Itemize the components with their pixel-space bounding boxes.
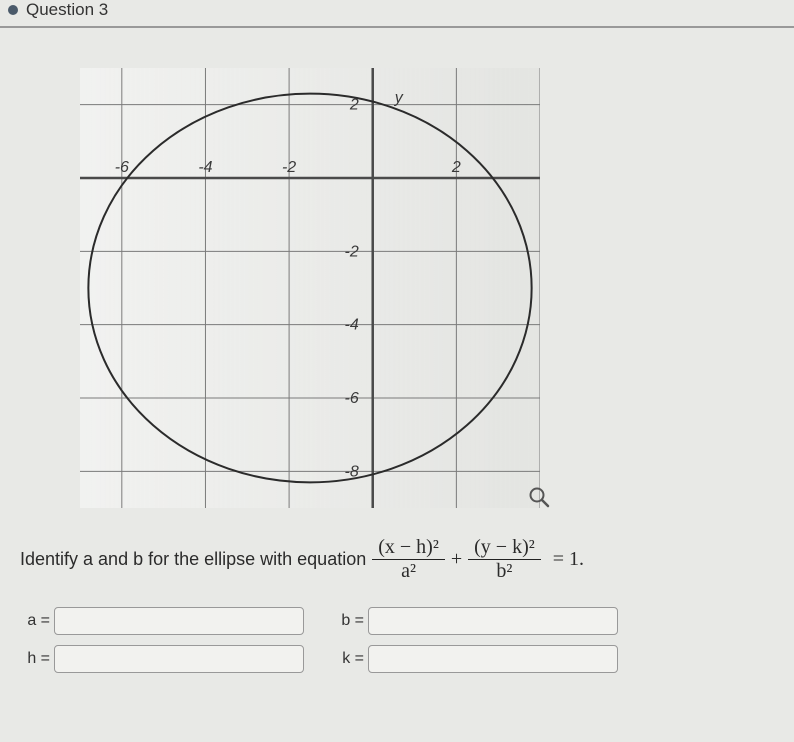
svg-text:-4: -4	[198, 159, 212, 176]
frac2-denominator: b²	[490, 560, 518, 583]
svg-text:y: y	[394, 90, 404, 107]
bullet-icon	[8, 5, 18, 15]
b-input[interactable]	[368, 607, 618, 635]
svg-text:-2: -2	[282, 159, 296, 176]
prompt-suffix: = 1.	[553, 548, 584, 571]
h-group: h =	[20, 645, 304, 673]
fraction-2: (y − k)² b²	[468, 536, 541, 583]
k-group: k =	[334, 645, 618, 673]
frac1-numerator: (x − h)²	[372, 536, 445, 560]
a-input[interactable]	[54, 607, 304, 635]
svg-text:2: 2	[349, 97, 359, 114]
frac1-denominator: a²	[395, 560, 422, 583]
svg-text:-6: -6	[115, 159, 129, 176]
svg-text:-6: -6	[344, 390, 358, 407]
graph-svg: -6-4-222-2-4-6-8y	[80, 68, 540, 508]
k-label: k =	[334, 650, 364, 668]
plus-sign: +	[451, 548, 462, 571]
input-row-2: h = k =	[20, 645, 774, 673]
a-label: a =	[20, 612, 50, 630]
prompt-prefix: Identify a and b for the ellipse with eq…	[20, 549, 366, 570]
question-header: Question 3	[0, 0, 794, 28]
frac2-numerator: (y − k)²	[468, 536, 541, 560]
chart-container: -6-4-222-2-4-6-8y	[0, 28, 794, 518]
a-group: a =	[20, 607, 304, 635]
fraction-1: (x − h)² a²	[372, 536, 445, 583]
b-label: b =	[334, 612, 364, 630]
h-label: h =	[20, 650, 50, 668]
svg-text:-4: -4	[344, 317, 358, 334]
magnify-icon[interactable]	[528, 486, 550, 513]
input-row-1: a = b =	[20, 607, 774, 635]
k-input[interactable]	[368, 645, 618, 673]
graph: -6-4-222-2-4-6-8y	[80, 68, 540, 508]
h-input[interactable]	[54, 645, 304, 673]
svg-text:-2: -2	[344, 243, 358, 260]
question-number: Question 3	[26, 0, 108, 20]
input-section: a = b = h = k =	[0, 607, 794, 673]
b-group: b =	[334, 607, 618, 635]
prompt-text: Identify a and b for the ellipse with eq…	[0, 518, 794, 607]
svg-text:2: 2	[451, 159, 461, 176]
